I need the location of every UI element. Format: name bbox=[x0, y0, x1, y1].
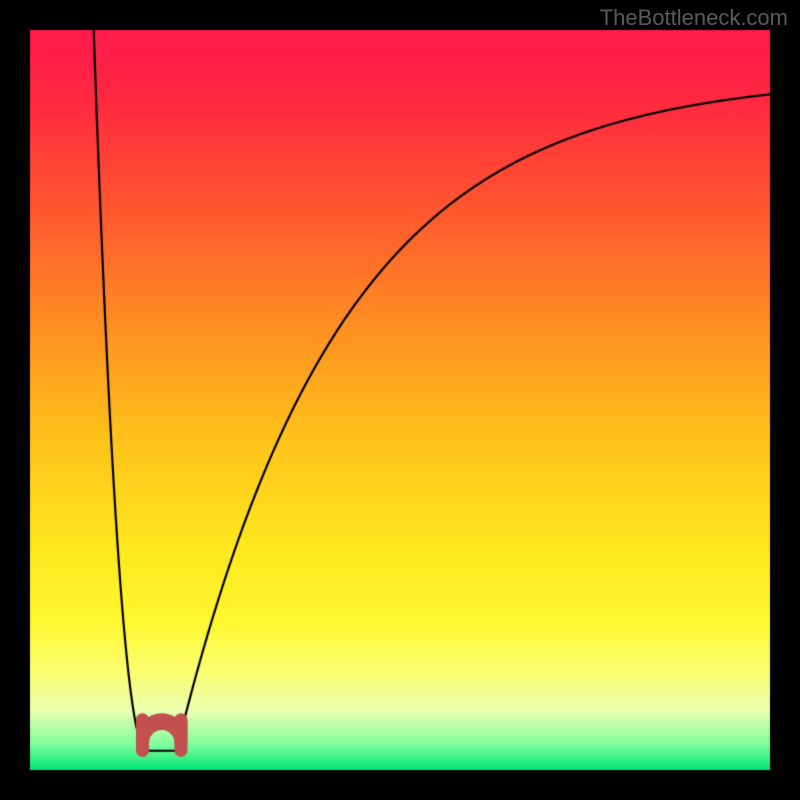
bottleneck-curve-plot bbox=[0, 0, 800, 800]
chart-container: TheBottleneck.com bbox=[0, 0, 800, 800]
watermark-text: TheBottleneck.com bbox=[600, 5, 788, 31]
